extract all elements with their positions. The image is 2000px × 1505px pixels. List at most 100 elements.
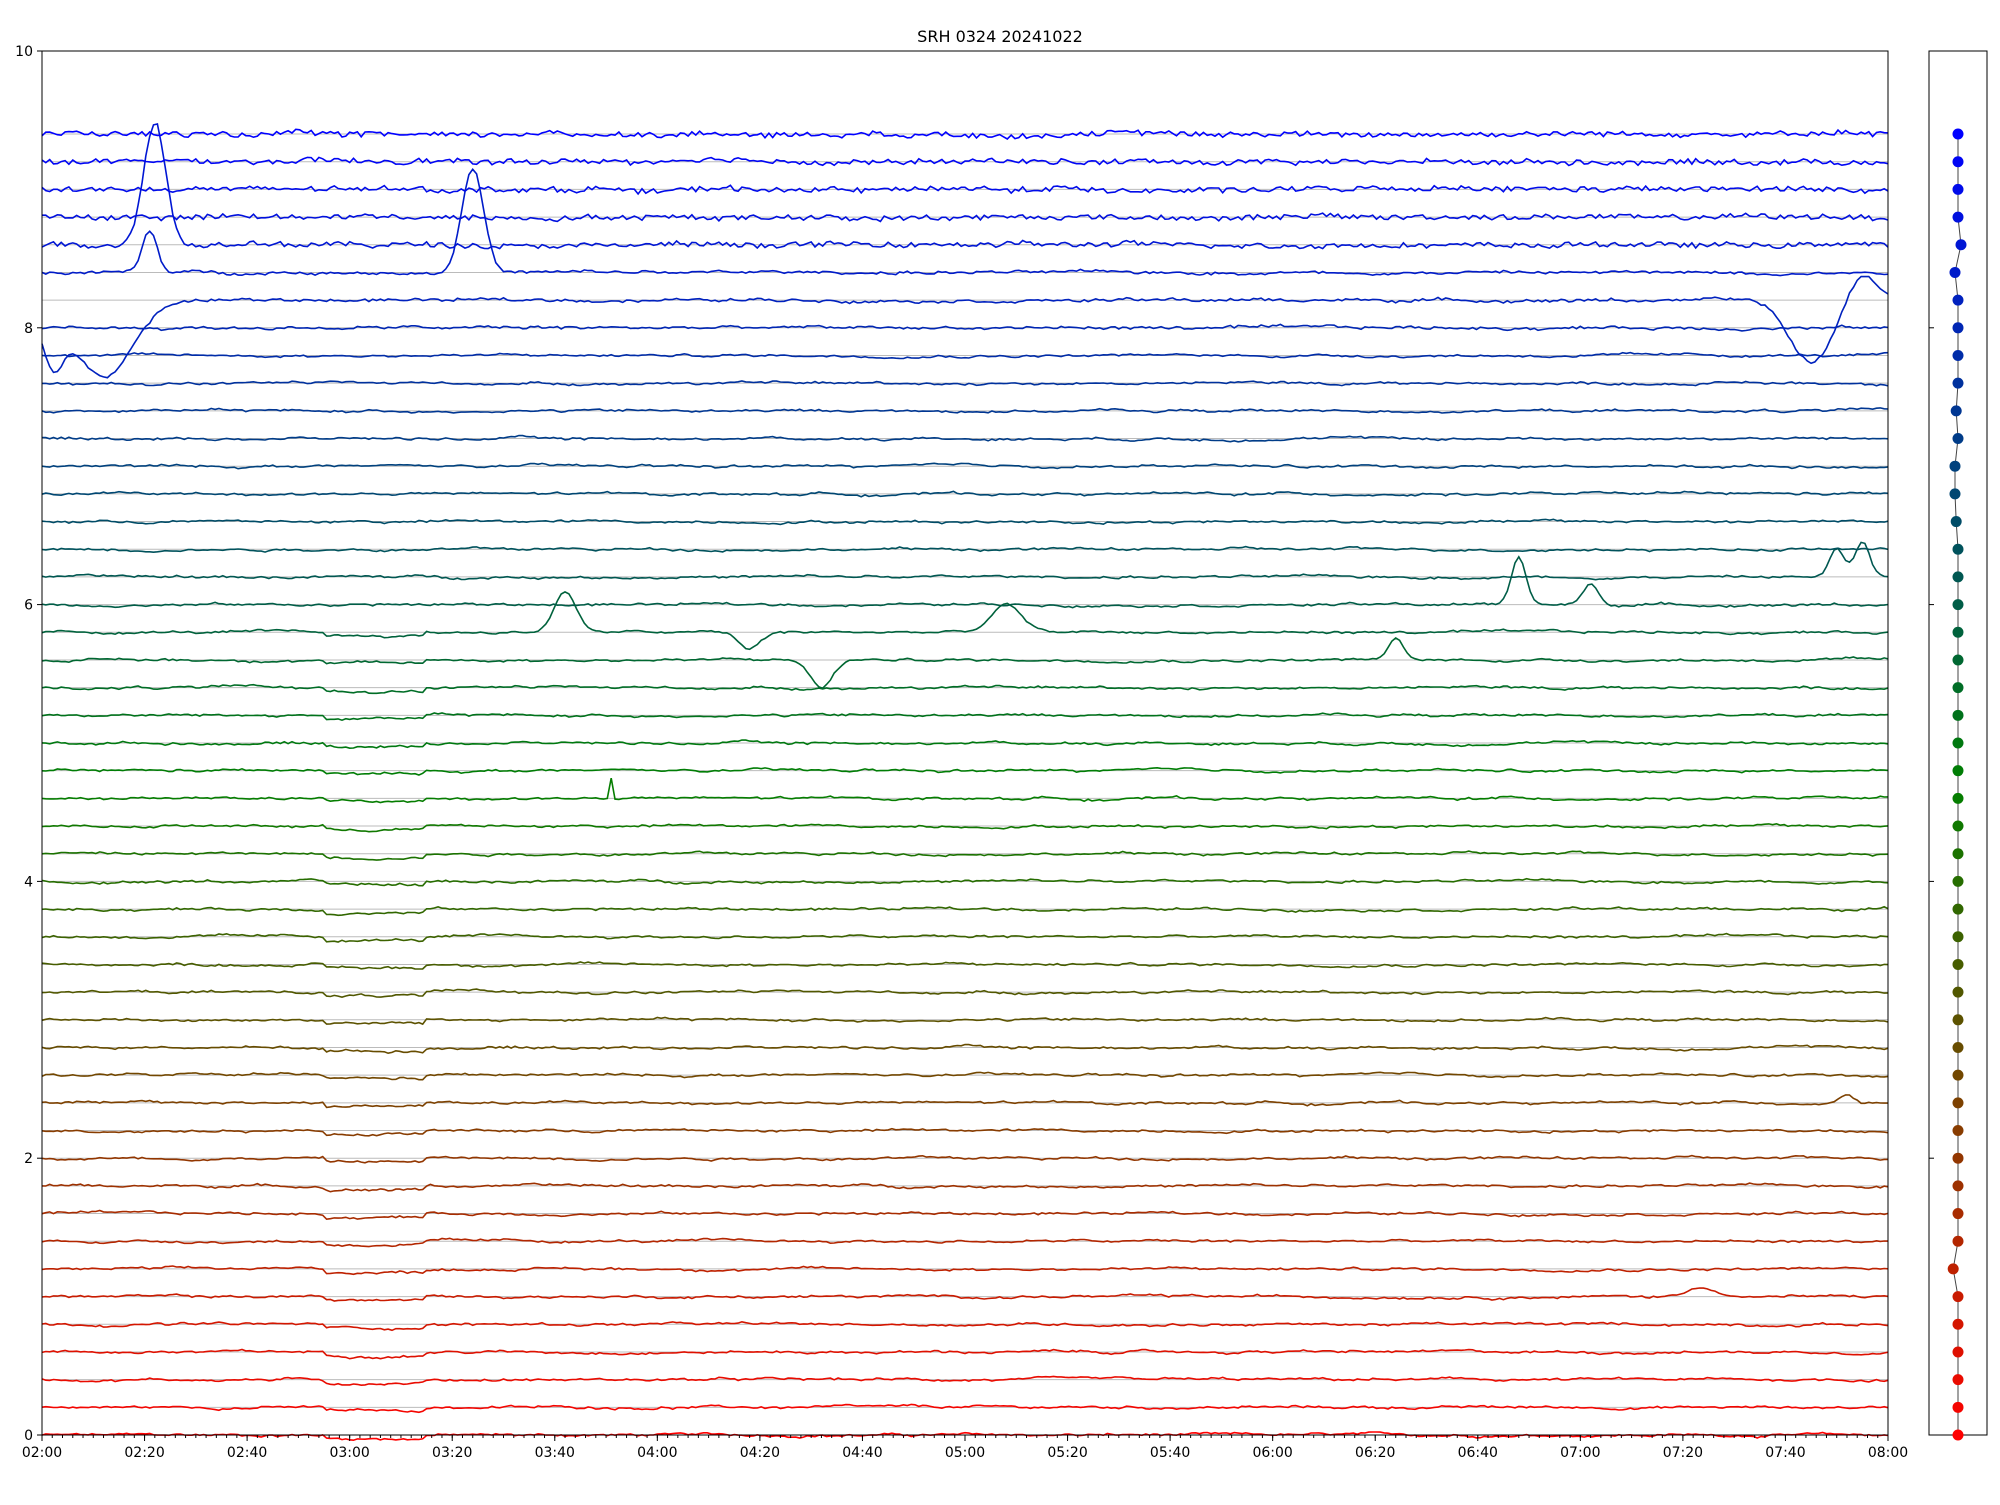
side-marker-27 xyxy=(1952,682,1964,694)
trace-line-23 xyxy=(41,777,1889,804)
xtick-label-13: 06:20 xyxy=(1355,1445,1395,1461)
trace-line-42 xyxy=(41,168,1889,277)
side-marker-6 xyxy=(1947,1263,1959,1275)
trace-line-39 xyxy=(41,351,1889,360)
trace-line-3 xyxy=(41,1348,1889,1360)
xtick-label-16: 07:20 xyxy=(1663,1445,1703,1461)
side-marker-3 xyxy=(1952,1346,1964,1358)
trace-line-45 xyxy=(41,184,1889,196)
side-marker-24 xyxy=(1952,765,1964,777)
trace-line-8 xyxy=(41,1209,1889,1221)
xtick-label-11: 05:40 xyxy=(1150,1445,1190,1461)
xtick-label-14: 06:40 xyxy=(1458,1445,1498,1461)
xtick-label-17: 07:40 xyxy=(1765,1445,1805,1461)
xtick-label-15: 07:00 xyxy=(1560,1445,1600,1461)
trace-line-12 xyxy=(41,1094,1888,1109)
side-marker-38 xyxy=(1952,377,1964,389)
side-marker-23 xyxy=(1952,792,1964,804)
side-marker-36 xyxy=(1952,433,1964,445)
xtick-label-10: 05:20 xyxy=(1047,1445,1087,1461)
trace-line-40 xyxy=(41,323,1889,332)
side-marker-4 xyxy=(1952,1318,1964,1330)
side-marker-10 xyxy=(1952,1152,1964,1164)
side-marker-5 xyxy=(1952,1291,1964,1303)
side-marker-7 xyxy=(1952,1235,1964,1247)
trace-line-4 xyxy=(41,1320,1889,1332)
side-marker-33 xyxy=(1950,516,1962,528)
side-marker-46 xyxy=(1952,156,1964,168)
side-marker-16 xyxy=(1952,986,1964,998)
side-marker-37 xyxy=(1950,405,1962,417)
trace-line-16 xyxy=(41,988,1889,999)
chart-title: SRH 0324 20241022 xyxy=(917,27,1083,46)
trace-line-24 xyxy=(41,766,1889,776)
trace-line-46 xyxy=(41,156,1889,167)
y-axis: 0 2 4 6 8 10 xyxy=(15,44,1934,1444)
side-marker-19 xyxy=(1952,903,1964,915)
trace-line-18 xyxy=(41,932,1889,943)
trace-line-43 xyxy=(41,123,1889,250)
trace-line-15 xyxy=(41,1016,1889,1026)
side-marker-8 xyxy=(1952,1208,1964,1220)
trace-layer xyxy=(41,123,1889,1442)
trace-line-32 xyxy=(41,545,1889,554)
trace-line-31 xyxy=(41,541,1889,581)
trace-line-22 xyxy=(41,822,1889,833)
side-marker-29 xyxy=(1952,626,1964,638)
xtick-label-18: 08:00 xyxy=(1868,1445,1908,1461)
trace-line-35 xyxy=(41,462,1889,470)
trace-line-9 xyxy=(41,1182,1889,1193)
side-marker-13 xyxy=(1952,1069,1964,1081)
side-marker-11 xyxy=(1952,1125,1964,1137)
ytick-label-5: 10 xyxy=(15,44,33,60)
trace-line-36 xyxy=(41,434,1889,443)
x-axis: 02:00 02:20 02:40 03:00 03:20 03:40 04:00 04:20… xyxy=(22,1435,1908,1461)
side-marker-15 xyxy=(1952,1014,1964,1026)
xtick-label-12: 06:00 xyxy=(1252,1445,1292,1461)
side-marker-35 xyxy=(1949,460,1961,472)
trace-line-20 xyxy=(41,877,1889,887)
trace-line-10 xyxy=(41,1154,1888,1164)
side-panel xyxy=(1928,50,1988,1441)
trace-line-21 xyxy=(41,850,1889,861)
side-marker-42 xyxy=(1949,266,1961,278)
trace-line-2 xyxy=(41,1375,1889,1387)
side-marker-14 xyxy=(1952,1041,1964,1053)
side-marker-20 xyxy=(1952,875,1964,887)
trace-line-7 xyxy=(41,1237,1889,1248)
trace-line-38 xyxy=(42,380,1889,387)
ytick-label-4: 8 xyxy=(24,321,33,337)
trace-line-25 xyxy=(41,739,1889,750)
side-marker-28 xyxy=(1952,654,1964,666)
side-marker-31 xyxy=(1952,571,1964,583)
trace-line-30 xyxy=(41,555,1889,609)
xtick-label-0: 02:00 xyxy=(22,1445,62,1461)
trace-line-17 xyxy=(41,961,1889,970)
side-marker-0 xyxy=(1952,1429,1964,1441)
xtick-label-7: 04:20 xyxy=(740,1445,780,1461)
trace-line-1 xyxy=(41,1403,1889,1414)
trace-line-33 xyxy=(41,518,1889,526)
xtick-label-4: 03:20 xyxy=(432,1445,472,1461)
xtick-label-8: 04:40 xyxy=(842,1445,882,1461)
xtick-label-3: 03:00 xyxy=(329,1445,369,1461)
trace-line-14 xyxy=(41,1043,1889,1055)
trace-line-37 xyxy=(41,407,1889,414)
side-marker-26 xyxy=(1952,709,1964,721)
trace-line-47 xyxy=(41,128,1889,141)
side-marker-12 xyxy=(1952,1097,1964,1109)
side-marker-32 xyxy=(1952,543,1964,555)
side-marker-25 xyxy=(1952,737,1964,749)
side-marker-1 xyxy=(1952,1401,1964,1413)
side-marker-22 xyxy=(1952,820,1964,832)
trace-line-11 xyxy=(41,1127,1889,1137)
side-marker-18 xyxy=(1952,931,1964,943)
ytick-label-3: 6 xyxy=(24,598,33,614)
xtick-label-2: 02:40 xyxy=(227,1445,267,1461)
side-marker-43 xyxy=(1955,239,1967,251)
trace-line-34 xyxy=(41,490,1889,498)
trace-line-6 xyxy=(41,1265,1889,1276)
side-marker-21 xyxy=(1952,848,1964,860)
